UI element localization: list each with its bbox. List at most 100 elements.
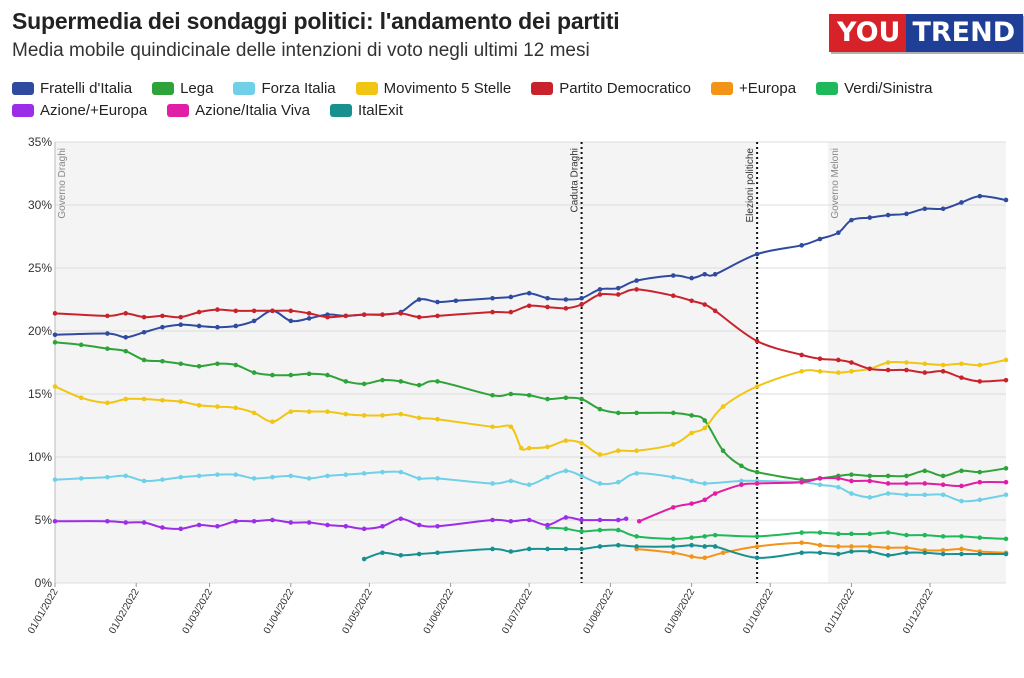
data-point — [817, 236, 823, 242]
legend-label: Azione/Italia Viva — [195, 101, 310, 119]
data-point — [233, 518, 239, 524]
x-tick-label: 01/02/2022 — [107, 587, 142, 636]
data-point — [940, 206, 946, 212]
data-point — [799, 530, 804, 535]
legend-item: Fratelli d'Italia — [12, 80, 132, 97]
legend-label: Verdi/Sinistra — [844, 79, 933, 97]
data-point — [288, 473, 294, 479]
x-tick-label: 01/05/2022 — [340, 587, 375, 636]
series-fratelli-d-italia — [52, 193, 1009, 340]
data-point — [141, 520, 147, 525]
legend-item: Movimento 5 Stelle — [355, 80, 511, 97]
data-point — [1003, 479, 1009, 485]
data-point — [977, 362, 983, 368]
period-label: Governo Meloni — [830, 148, 841, 219]
data-point — [545, 304, 550, 310]
data-point — [196, 363, 202, 369]
data-point — [689, 501, 694, 506]
data-point — [306, 316, 312, 321]
data-point — [977, 379, 983, 384]
data-point — [325, 372, 330, 378]
data-point — [977, 535, 983, 540]
data-point — [398, 552, 404, 558]
data-point — [977, 469, 983, 475]
y-tick-label: 30% — [28, 198, 52, 212]
data-point — [634, 448, 639, 454]
data-point — [508, 294, 514, 300]
data-point — [288, 372, 294, 378]
legend-swatch — [12, 103, 34, 117]
data-point — [160, 525, 165, 530]
data-point — [361, 312, 367, 317]
data-point — [849, 360, 854, 365]
data-point — [160, 324, 165, 330]
data-point — [904, 211, 909, 217]
logo-you: YOU — [829, 14, 907, 52]
data-point — [885, 473, 891, 479]
data-point — [416, 382, 422, 388]
data-point — [739, 478, 744, 484]
data-point — [343, 524, 349, 529]
data-point — [579, 396, 584, 402]
data-point — [196, 522, 202, 528]
data-point — [597, 292, 603, 297]
x-tick-label: 01/10/2022 — [741, 587, 776, 636]
data-point — [343, 379, 349, 384]
data-point — [799, 540, 804, 545]
x-tick-label: 01/12/2022 — [901, 587, 936, 636]
legend-item: Forza Italia — [233, 79, 336, 97]
data-point — [160, 358, 165, 364]
legend-swatch — [531, 81, 554, 95]
data-point — [940, 369, 946, 374]
data-point — [105, 331, 110, 336]
data-point — [817, 530, 823, 535]
data-point — [615, 410, 621, 416]
data-point — [712, 544, 718, 549]
data-point — [867, 531, 873, 537]
data-point — [940, 551, 946, 557]
data-point — [508, 391, 514, 397]
data-point — [78, 342, 84, 348]
data-point — [380, 312, 385, 317]
data-point — [977, 497, 983, 503]
x-tick-label: 01/09/2022 — [663, 587, 698, 636]
data-point — [563, 468, 569, 474]
data-point — [416, 522, 422, 528]
data-point — [885, 530, 891, 535]
data-point — [702, 534, 708, 539]
data-point — [545, 295, 550, 301]
data-point — [1003, 357, 1009, 363]
data-point — [836, 230, 841, 236]
x-tick-label: 01/03/2022 — [181, 587, 216, 636]
data-point — [836, 370, 841, 375]
data-point — [196, 473, 202, 479]
data-point — [508, 549, 514, 554]
data-point — [416, 415, 422, 421]
data-point — [343, 313, 349, 319]
data-point — [1003, 377, 1009, 383]
chart-title: Supermedia dei sondaggi politici: l'anda… — [12, 8, 620, 34]
data-point — [178, 314, 184, 320]
data-point — [634, 287, 639, 292]
data-point — [508, 478, 514, 484]
data-point — [545, 396, 550, 402]
data-point — [398, 311, 404, 316]
data-point — [435, 313, 440, 319]
legend-label: Forza Italia — [261, 79, 336, 97]
data-point — [123, 473, 129, 479]
data-point — [141, 329, 147, 335]
data-point — [702, 425, 708, 431]
data-point — [689, 430, 694, 436]
legend-item: Azione/+Europa — [12, 102, 147, 119]
data-point — [670, 442, 676, 447]
data-point — [105, 474, 110, 480]
data-point — [849, 472, 854, 477]
data-point — [615, 292, 621, 297]
data-point — [361, 381, 367, 387]
data-point — [959, 483, 964, 489]
data-point — [508, 309, 514, 315]
data-point — [940, 362, 946, 368]
logo-trend: TREND — [906, 14, 1024, 52]
data-point — [435, 524, 440, 529]
data-point — [490, 295, 495, 301]
